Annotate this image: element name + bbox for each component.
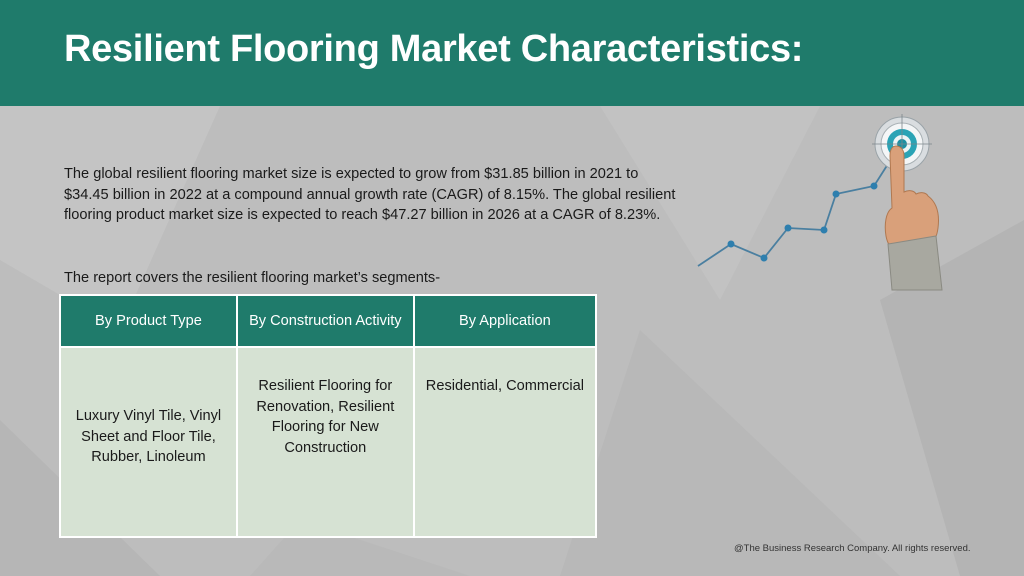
header-product-type: By Product Type — [59, 294, 238, 348]
cell-product-type: Luxury Vinyl Tile, Vinyl Sheet and Floor… — [59, 346, 238, 538]
header-application: By Application — [412, 294, 598, 348]
cell-application: Residential, Commercial — [412, 346, 598, 538]
segments-table: By Product Type By Construction Activity… — [59, 294, 598, 538]
cell-construction-activity: Resilient Flooring for Renovation, Resil… — [235, 346, 415, 538]
copyright-footer: @The Business Research Company. All righ… — [734, 543, 971, 554]
trend-line-icon — [697, 141, 903, 267]
table-header-row: By Product Type By Construction Activity… — [59, 294, 598, 348]
pointing-hand-icon — [884, 145, 943, 291]
page-title: Resilient Flooring Market Characteristic… — [64, 28, 804, 70]
table-row: Luxury Vinyl Tile, Vinyl Sheet and Floor… — [59, 346, 598, 538]
segments-intro: The report covers the resilient flooring… — [64, 270, 441, 286]
header-bar — [0, 0, 1024, 106]
growth-illustration — [697, 114, 943, 291]
header-construction-activity: By Construction Activity — [235, 294, 415, 348]
intro-paragraph: The global resilient flooring market siz… — [64, 166, 676, 223]
